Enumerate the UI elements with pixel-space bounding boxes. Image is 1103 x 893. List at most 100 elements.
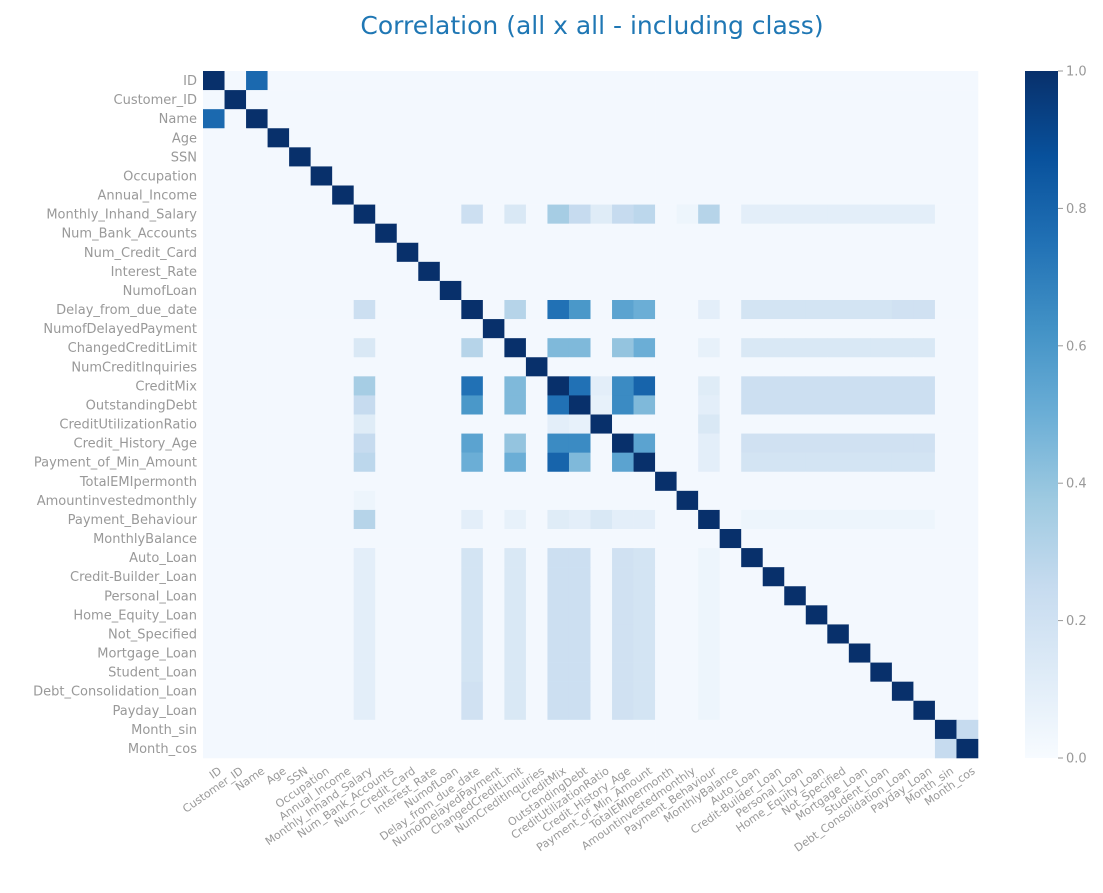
heatmap-cell [698, 204, 720, 224]
heatmap-cell [267, 624, 290, 644]
heatmap-cell [934, 605, 957, 625]
heatmap-cell [741, 719, 764, 740]
heatmap-cell [655, 719, 677, 740]
heatmap-cell [332, 586, 354, 606]
heatmap-cell [784, 452, 807, 473]
heatmap-cell [568, 395, 591, 415]
heatmap-cell [267, 567, 290, 587]
heatmap-cell [246, 605, 268, 625]
heatmap-cell [590, 738, 613, 759]
heatmap-cell [870, 586, 893, 606]
heatmap-cell [482, 223, 505, 244]
heatmap-cell [934, 643, 957, 663]
heatmap-cell [612, 529, 634, 549]
y-tick-label: Month_sin [131, 723, 197, 738]
heatmap-cell [913, 662, 936, 682]
heatmap-cell [913, 300, 936, 320]
heatmap-cell [784, 605, 807, 625]
heatmap-cell [590, 567, 613, 587]
heatmap-cell [246, 509, 268, 530]
heatmap-cell [784, 261, 807, 282]
heatmap-cell [332, 605, 354, 625]
heatmap-cell [698, 509, 720, 530]
heatmap-cell [310, 414, 333, 434]
heatmap-cell [956, 490, 979, 511]
heatmap-cell [224, 185, 247, 205]
heatmap-cell [612, 490, 634, 511]
heatmap-cell [353, 700, 376, 721]
heatmap-cell [934, 147, 957, 167]
y-tick-label: Not_Specified [108, 627, 197, 642]
heatmap-cell [870, 261, 893, 282]
heatmap-cell [525, 643, 548, 663]
heatmap-cell [353, 490, 376, 511]
heatmap-cell [805, 529, 828, 549]
heatmap-cell [891, 433, 914, 453]
heatmap-cell [439, 71, 462, 91]
heatmap-cell [267, 128, 290, 148]
heatmap-cell [891, 529, 914, 549]
heatmap-cell [224, 319, 247, 339]
heatmap-cell [246, 204, 268, 224]
heatmap-cell [332, 223, 354, 244]
heatmap-cell [848, 109, 871, 129]
heatmap-cell [289, 166, 311, 186]
heatmap-cell [655, 300, 677, 320]
heatmap-cell [439, 452, 462, 473]
heatmap-cell [805, 643, 828, 663]
heatmap-cell [891, 452, 914, 473]
heatmap-cell [547, 471, 570, 492]
heatmap-cell [224, 738, 247, 759]
heatmap-cell [482, 338, 505, 358]
heatmap-cell [913, 280, 936, 301]
heatmap-cell [353, 166, 376, 186]
heatmap-cell [224, 471, 247, 492]
heatmap-cell [913, 242, 936, 263]
heatmap-cell [805, 395, 828, 415]
heatmap-cell [805, 452, 828, 473]
heatmap-cell [956, 567, 979, 587]
heatmap-cell [741, 185, 764, 205]
heatmap-cell [655, 147, 677, 167]
y-tick-label: Mortgage_Loan [97, 647, 197, 662]
heatmap-cell [439, 700, 462, 721]
heatmap-cell [482, 71, 505, 91]
heatmap-cell [590, 376, 613, 396]
heatmap-cell [870, 662, 893, 682]
heatmap-cell [741, 681, 764, 702]
heatmap-cell [353, 223, 376, 244]
heatmap-cell [934, 395, 957, 415]
heatmap-cell [870, 548, 893, 568]
heatmap-cell [698, 128, 720, 148]
y-tick-label: OutstandingDebt [86, 398, 197, 413]
heatmap-cell [719, 433, 742, 453]
heatmap-cell [784, 509, 807, 530]
heatmap-cell [934, 586, 957, 606]
heatmap-cell [547, 128, 570, 148]
heatmap-cell [698, 548, 720, 568]
heatmap-cell [655, 166, 677, 186]
heatmap-cell [203, 338, 225, 358]
heatmap-cell [547, 433, 570, 453]
heatmap-cell [525, 185, 548, 205]
heatmap-cell [655, 567, 677, 587]
heatmap-cell [246, 395, 268, 415]
heatmap-cell [547, 567, 570, 587]
heatmap-cell [870, 719, 893, 740]
heatmap-cell [741, 738, 764, 759]
heatmap-cell [676, 90, 699, 110]
heatmap-cell [568, 471, 591, 492]
heatmap-cell [956, 166, 979, 186]
heatmap-cell [203, 605, 225, 625]
heatmap-cell [698, 643, 720, 663]
heatmap-cell [655, 261, 677, 282]
heatmap-cell [504, 452, 527, 473]
heatmap-cell [203, 71, 225, 91]
heatmap-cell [719, 567, 742, 587]
heatmap-cell [332, 548, 354, 568]
heatmap-cell [676, 357, 699, 377]
heatmap-cell [956, 185, 979, 205]
y-tick-label: Customer_ID [114, 93, 198, 108]
heatmap-cell [396, 509, 419, 530]
